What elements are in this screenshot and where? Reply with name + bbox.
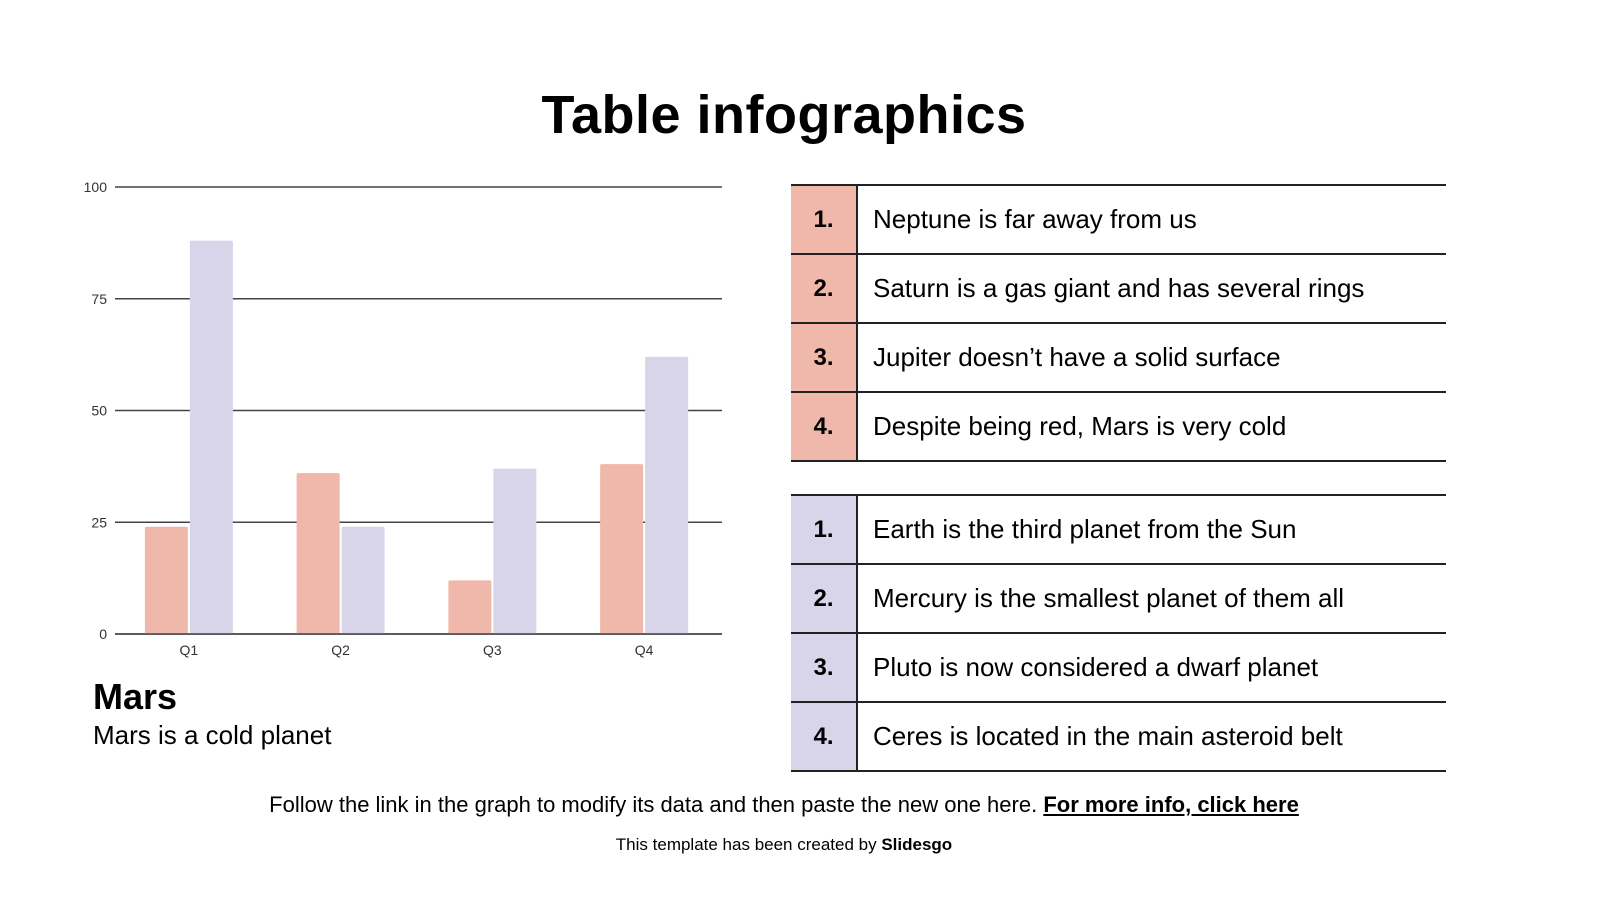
y-tick-label: 25: [91, 514, 107, 530]
slide-title: Table infographics: [541, 85, 1027, 145]
row-number: 2.: [791, 255, 858, 322]
credit-line: This template has been created by Slides…: [0, 835, 1568, 855]
row-number: 1.: [791, 496, 858, 563]
row-text: Earth is the third planet from the Sun: [873, 514, 1297, 544]
row-text: Saturn is a gas giant and has several ri…: [873, 273, 1365, 303]
bar[interactable]: [493, 468, 537, 634]
chart-caption-title: Mars: [93, 676, 178, 717]
table-row: 2. Mercury is the smallest planet of the…: [791, 565, 1446, 634]
row-text: Pluto is now considered a dwarf planet: [873, 652, 1319, 682]
row-text: Jupiter doesn’t have a solid surface: [873, 342, 1281, 372]
table-row: 1. Earth is the third planet from the Su…: [791, 496, 1446, 565]
bar-chart[interactable]: 0 25 50 75 100 Q1 Q2 Q3 Q4: [70, 170, 740, 670]
x-tick-label: Q1: [180, 642, 199, 658]
y-tick-label: 0: [99, 626, 107, 642]
bar[interactable]: [189, 240, 233, 634]
bar-chart-canvas: 0 25 50 75 100 Q1 Q2 Q3 Q4: [84, 179, 722, 658]
x-tick-label: Q2: [331, 642, 350, 658]
x-tick-label: Q4: [635, 642, 654, 658]
bar[interactable]: [645, 356, 689, 634]
bar[interactable]: [600, 464, 644, 634]
footer-note: Follow the link in the graph to modify i…: [0, 792, 1568, 818]
row-number: 3.: [791, 634, 858, 701]
y-tick-label: 100: [84, 179, 108, 195]
chart-caption-subtitle: Mars is a cold planet: [93, 720, 332, 750]
table-row: 4. Ceres is located in the main asteroid…: [791, 703, 1446, 772]
credit-prefix: This template has been created by: [615, 835, 882, 854]
y-tick-label: 50: [91, 403, 107, 419]
bar[interactable]: [341, 526, 385, 634]
bar[interactable]: [448, 580, 492, 634]
row-text: Neptune is far away from us: [873, 204, 1197, 234]
x-tick-label: Q3: [483, 642, 502, 658]
table-row: 1. Neptune is far away from us: [791, 186, 1446, 255]
table-row: 4. Despite being red, Mars is very cold: [791, 393, 1446, 462]
table-row: 2. Saturn is a gas giant and has several…: [791, 255, 1446, 324]
brand-name: Slidesgo: [881, 835, 953, 854]
more-info-link[interactable]: For more info, click here: [1043, 792, 1299, 817]
row-number: 1.: [791, 186, 858, 253]
row-text: Mercury is the smallest planet of them a…: [873, 583, 1345, 613]
row-text: Despite being red, Mars is very cold: [873, 411, 1287, 441]
row-text: Ceres is located in the main asteroid be…: [873, 721, 1343, 751]
row-number: 2.: [791, 565, 858, 632]
row-number: 4.: [791, 703, 858, 770]
facts-table-bottom: 1. Earth is the third planet from the Su…: [791, 494, 1446, 772]
bar[interactable]: [144, 526, 188, 634]
table-row: 3. Pluto is now considered a dwarf plane…: [791, 634, 1446, 703]
facts-table-top: 1. Neptune is far away from us 2. Saturn…: [791, 184, 1446, 462]
row-number: 3.: [791, 324, 858, 391]
bar[interactable]: [296, 473, 340, 634]
row-number: 4.: [791, 393, 858, 460]
y-tick-label: 75: [91, 291, 107, 307]
footer-note-text: Follow the link in the graph to modify i…: [269, 792, 1044, 817]
table-row: 3. Jupiter doesn’t have a solid surface: [791, 324, 1446, 393]
